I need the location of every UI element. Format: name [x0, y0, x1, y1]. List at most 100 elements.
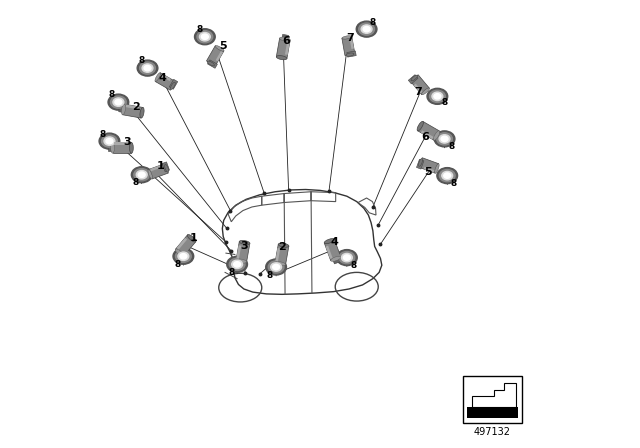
Ellipse shape	[178, 252, 189, 260]
Text: 8: 8	[109, 90, 115, 99]
Bar	[417, 159, 424, 169]
Ellipse shape	[99, 133, 120, 149]
Bar	[324, 239, 341, 261]
Bar	[170, 79, 178, 89]
Bar	[342, 37, 355, 56]
Ellipse shape	[437, 168, 458, 184]
Bar	[175, 235, 196, 256]
Ellipse shape	[195, 29, 215, 45]
Ellipse shape	[339, 251, 355, 264]
Ellipse shape	[144, 65, 151, 71]
Ellipse shape	[439, 135, 450, 143]
Ellipse shape	[140, 62, 156, 74]
Ellipse shape	[122, 104, 125, 115]
Bar	[236, 246, 241, 259]
Ellipse shape	[202, 34, 208, 39]
Ellipse shape	[442, 172, 452, 180]
Ellipse shape	[138, 172, 145, 177]
Ellipse shape	[433, 131, 440, 140]
Ellipse shape	[227, 256, 248, 272]
Text: 4: 4	[330, 237, 339, 247]
Bar	[122, 104, 143, 118]
Ellipse shape	[104, 137, 115, 145]
Ellipse shape	[419, 159, 422, 166]
Text: 1: 1	[157, 161, 165, 171]
Bar	[417, 121, 439, 140]
Bar	[156, 73, 175, 90]
Text: 2: 2	[132, 102, 140, 112]
Ellipse shape	[175, 250, 191, 263]
Bar	[113, 142, 131, 153]
Ellipse shape	[436, 133, 452, 145]
Ellipse shape	[439, 169, 455, 182]
Ellipse shape	[102, 135, 117, 147]
Ellipse shape	[337, 250, 357, 266]
Text: 8: 8	[228, 268, 234, 277]
Text: 8: 8	[442, 98, 447, 107]
Bar	[175, 251, 182, 258]
Text: 2: 2	[278, 242, 286, 252]
Ellipse shape	[435, 164, 439, 173]
Ellipse shape	[331, 256, 341, 261]
Ellipse shape	[346, 53, 354, 56]
Bar	[275, 248, 280, 262]
Bar	[118, 106, 124, 112]
Text: 8: 8	[267, 271, 273, 280]
Ellipse shape	[140, 108, 144, 118]
Bar	[207, 46, 224, 66]
Bar	[285, 41, 290, 55]
Text: 8: 8	[100, 130, 106, 139]
Bar	[421, 130, 433, 139]
Ellipse shape	[234, 262, 241, 267]
Ellipse shape	[134, 168, 150, 181]
Ellipse shape	[136, 171, 147, 179]
Ellipse shape	[434, 94, 441, 99]
Ellipse shape	[342, 36, 352, 39]
Bar	[276, 38, 290, 59]
Bar	[276, 263, 284, 268]
Text: 8: 8	[451, 179, 456, 188]
Ellipse shape	[111, 96, 126, 108]
Ellipse shape	[164, 164, 168, 172]
Bar	[237, 261, 244, 266]
Bar	[207, 60, 218, 68]
Bar	[236, 241, 250, 262]
Bar	[108, 145, 113, 151]
Text: 1: 1	[190, 233, 198, 243]
Ellipse shape	[363, 26, 370, 32]
Ellipse shape	[173, 248, 194, 264]
Ellipse shape	[432, 92, 443, 100]
Ellipse shape	[129, 142, 133, 153]
Ellipse shape	[280, 37, 290, 41]
Ellipse shape	[197, 30, 212, 43]
Text: 8: 8	[139, 56, 145, 65]
Text: 8: 8	[351, 261, 356, 270]
Ellipse shape	[434, 131, 455, 147]
Ellipse shape	[271, 263, 282, 271]
Bar	[275, 244, 289, 265]
Bar	[467, 407, 518, 418]
Ellipse shape	[275, 262, 285, 266]
Text: 6: 6	[282, 36, 291, 46]
Ellipse shape	[239, 241, 250, 245]
Bar	[435, 133, 442, 140]
Ellipse shape	[170, 82, 175, 90]
Text: 8: 8	[197, 25, 203, 34]
Bar	[148, 164, 168, 179]
Text: 7: 7	[415, 87, 422, 97]
Bar	[126, 104, 140, 109]
Text: 8: 8	[132, 178, 138, 187]
Ellipse shape	[422, 88, 429, 95]
Bar	[150, 165, 161, 171]
Ellipse shape	[342, 254, 352, 262]
Bar	[216, 51, 223, 61]
Bar	[349, 38, 354, 49]
Ellipse shape	[106, 138, 113, 144]
Ellipse shape	[429, 90, 445, 103]
Text: 497132: 497132	[474, 427, 511, 437]
Bar	[177, 238, 187, 250]
Bar	[419, 158, 438, 173]
Bar	[424, 167, 435, 172]
Ellipse shape	[232, 260, 243, 268]
Bar	[408, 75, 418, 84]
